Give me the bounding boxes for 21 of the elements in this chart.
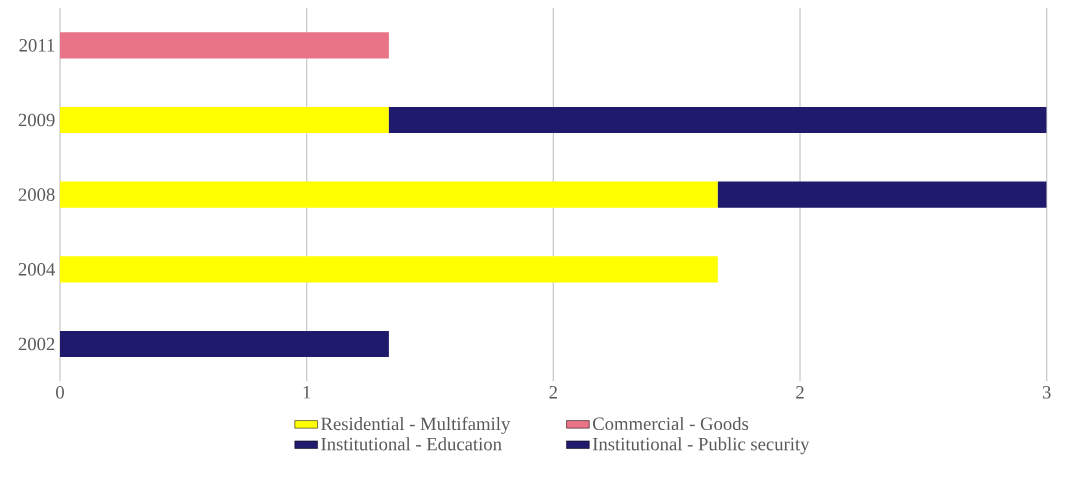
y-tick-label: 2008 (18, 188, 55, 201)
legend-label: Institutional - Public security (592, 437, 810, 455)
x-tick-label: 3 (1042, 385, 1051, 399)
bar (60, 256, 718, 283)
legend-label: Institutional - Education (321, 437, 502, 451)
legend-label: Residential - Multifamily (321, 416, 511, 434)
y-tick-label: 2002 (18, 337, 55, 351)
bar (717, 181, 1047, 208)
bar (388, 106, 1047, 133)
y-tick-label: 2011 (19, 38, 55, 52)
bar (60, 181, 718, 208)
bar (60, 330, 389, 357)
x-tick-label: 1 (303, 385, 311, 399)
y-tick-label: 2009 (18, 113, 55, 127)
x-tick-label: 2 (796, 385, 804, 399)
bar (60, 32, 389, 59)
x-tick-label: 0 (56, 385, 64, 399)
y-tick-label: 2004 (18, 262, 56, 276)
x-tick-label: 2 (549, 385, 557, 399)
bar (60, 106, 389, 133)
legend-label: Commercial - Goods (592, 416, 749, 430)
